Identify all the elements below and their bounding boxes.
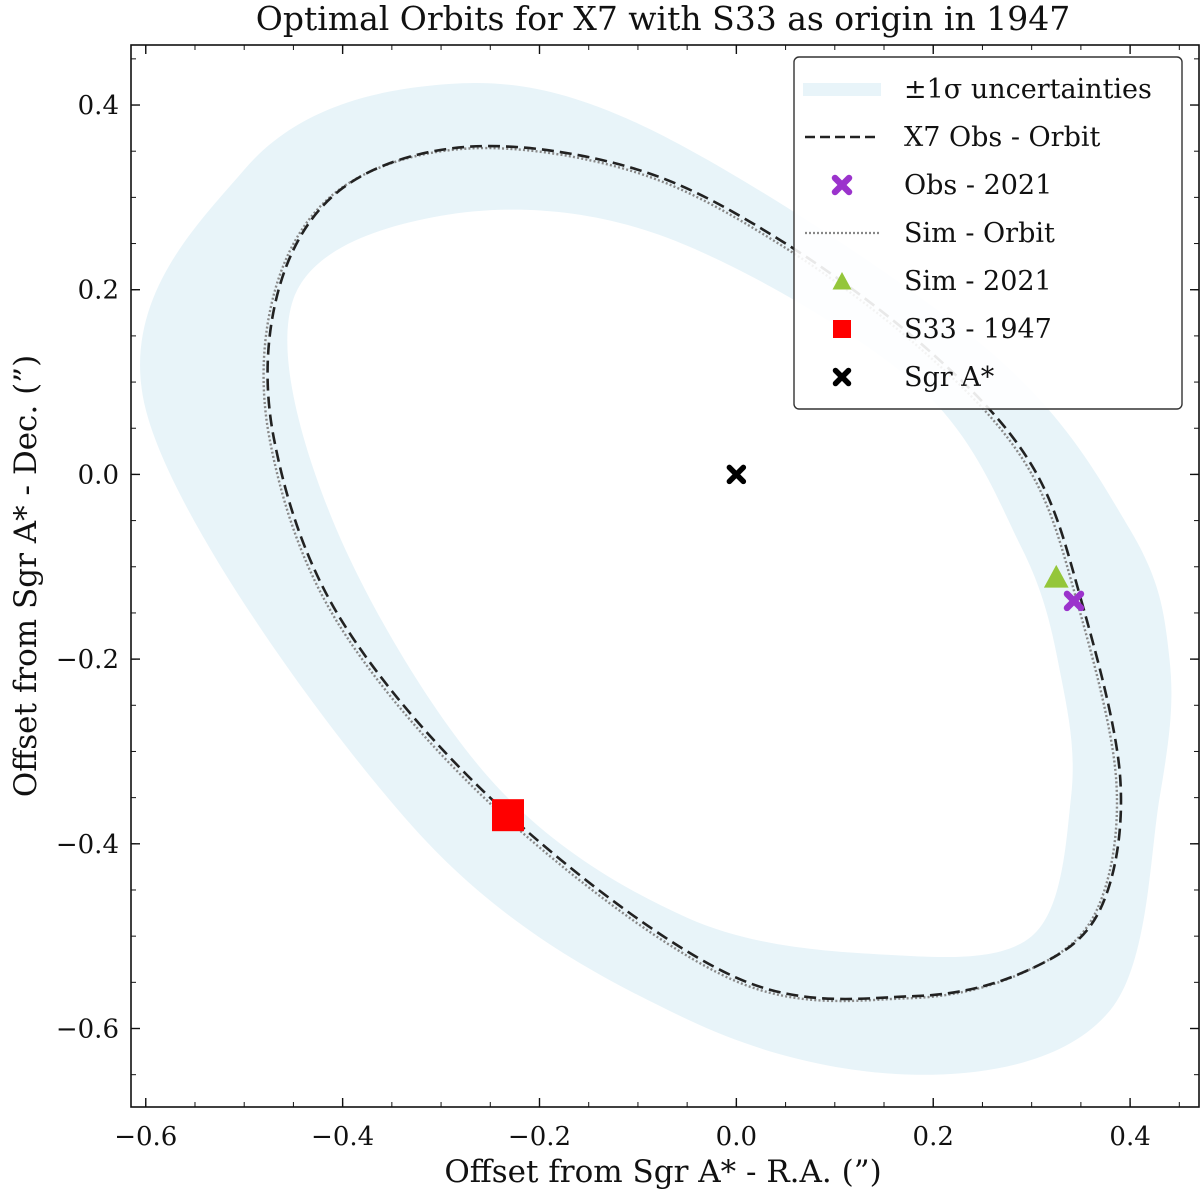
legend-label-obs-2021: Obs - 2021 (904, 170, 1052, 201)
legend-label-s33-1947: S33 - 1947 (904, 314, 1052, 345)
x-tick-label: −0.2 (508, 1122, 571, 1152)
x-tick-label: 0.2 (913, 1122, 954, 1152)
s33-1947-marker-group (491, 799, 524, 832)
y-tick-label: 0.4 (78, 91, 119, 121)
legend-swatch-sim-2021 (832, 272, 852, 290)
legend-label-obs-orbit: X7 Obs - Orbit (904, 122, 1101, 153)
y-tick-label: −0.2 (56, 645, 119, 675)
legend-label-sgr-a: Sgr A* (904, 362, 995, 393)
legend-label-band: ±1σ uncertainties (904, 74, 1152, 105)
sim-orbit-line (262, 146, 1119, 1003)
legend-box (793, 56, 1183, 410)
sim-2021-marker (1043, 564, 1069, 588)
legend-label-sim-orbit: Sim - Orbit (904, 218, 1055, 249)
sim-2021-marker-group (1043, 564, 1069, 588)
y-axis-label: Offset from Sgr A* - Dec. (”) (8, 355, 44, 797)
x-tick-label: 0.4 (1109, 1122, 1150, 1152)
obs-orbit-line (266, 144, 1123, 1001)
sgr-a-marker-stroke-b (726, 464, 747, 485)
legend-swatch-obs-2021 (831, 174, 853, 196)
legend-swatch-band (803, 83, 881, 96)
legend: ±1σ uncertainties X7 Obs - Orbit Obs - 2… (793, 56, 1183, 410)
x-tick-label: −0.4 (311, 1122, 374, 1152)
chart-title: Optimal Orbits for X7 with S33 as origin… (256, 0, 1070, 38)
markers (491, 464, 1085, 832)
sgr-a-marker (726, 464, 747, 485)
legend-symbols (803, 83, 881, 387)
legend-swatch-s33-1947 (833, 320, 851, 338)
y-tick-label: −0.6 (56, 1015, 119, 1045)
legend-label-sim-2021: Sim - 2021 (904, 266, 1052, 297)
obs-2021-marker-stroke-b (1063, 590, 1085, 612)
legend-swatch-sgr-a-stroke-b (832, 367, 852, 387)
x-tick-label: 0.0 (716, 1122, 757, 1152)
y-tick-label: 0.2 (78, 276, 119, 306)
axis-ticks: −0.6 −0.4 −0.2 0.0 0.2 0.4 −0.6 −0.4 −0.2 0.0 0.2 0… (56, 45, 1199, 1152)
plot-frame (130, 44, 1200, 1108)
s33-1947-marker (491, 799, 524, 832)
x-tick-label: −0.6 (114, 1122, 177, 1152)
x-axis-label: Offset from Sgr A* - R.A. (”) (444, 1154, 881, 1190)
y-tick-label: −0.4 (56, 830, 119, 860)
legend-swatch-obs-2021-stroke-b (831, 174, 853, 196)
obs-2021-marker (1063, 590, 1085, 612)
legend-swatch-sgr-a (832, 367, 852, 387)
y-tick-label: 0.0 (78, 460, 119, 490)
